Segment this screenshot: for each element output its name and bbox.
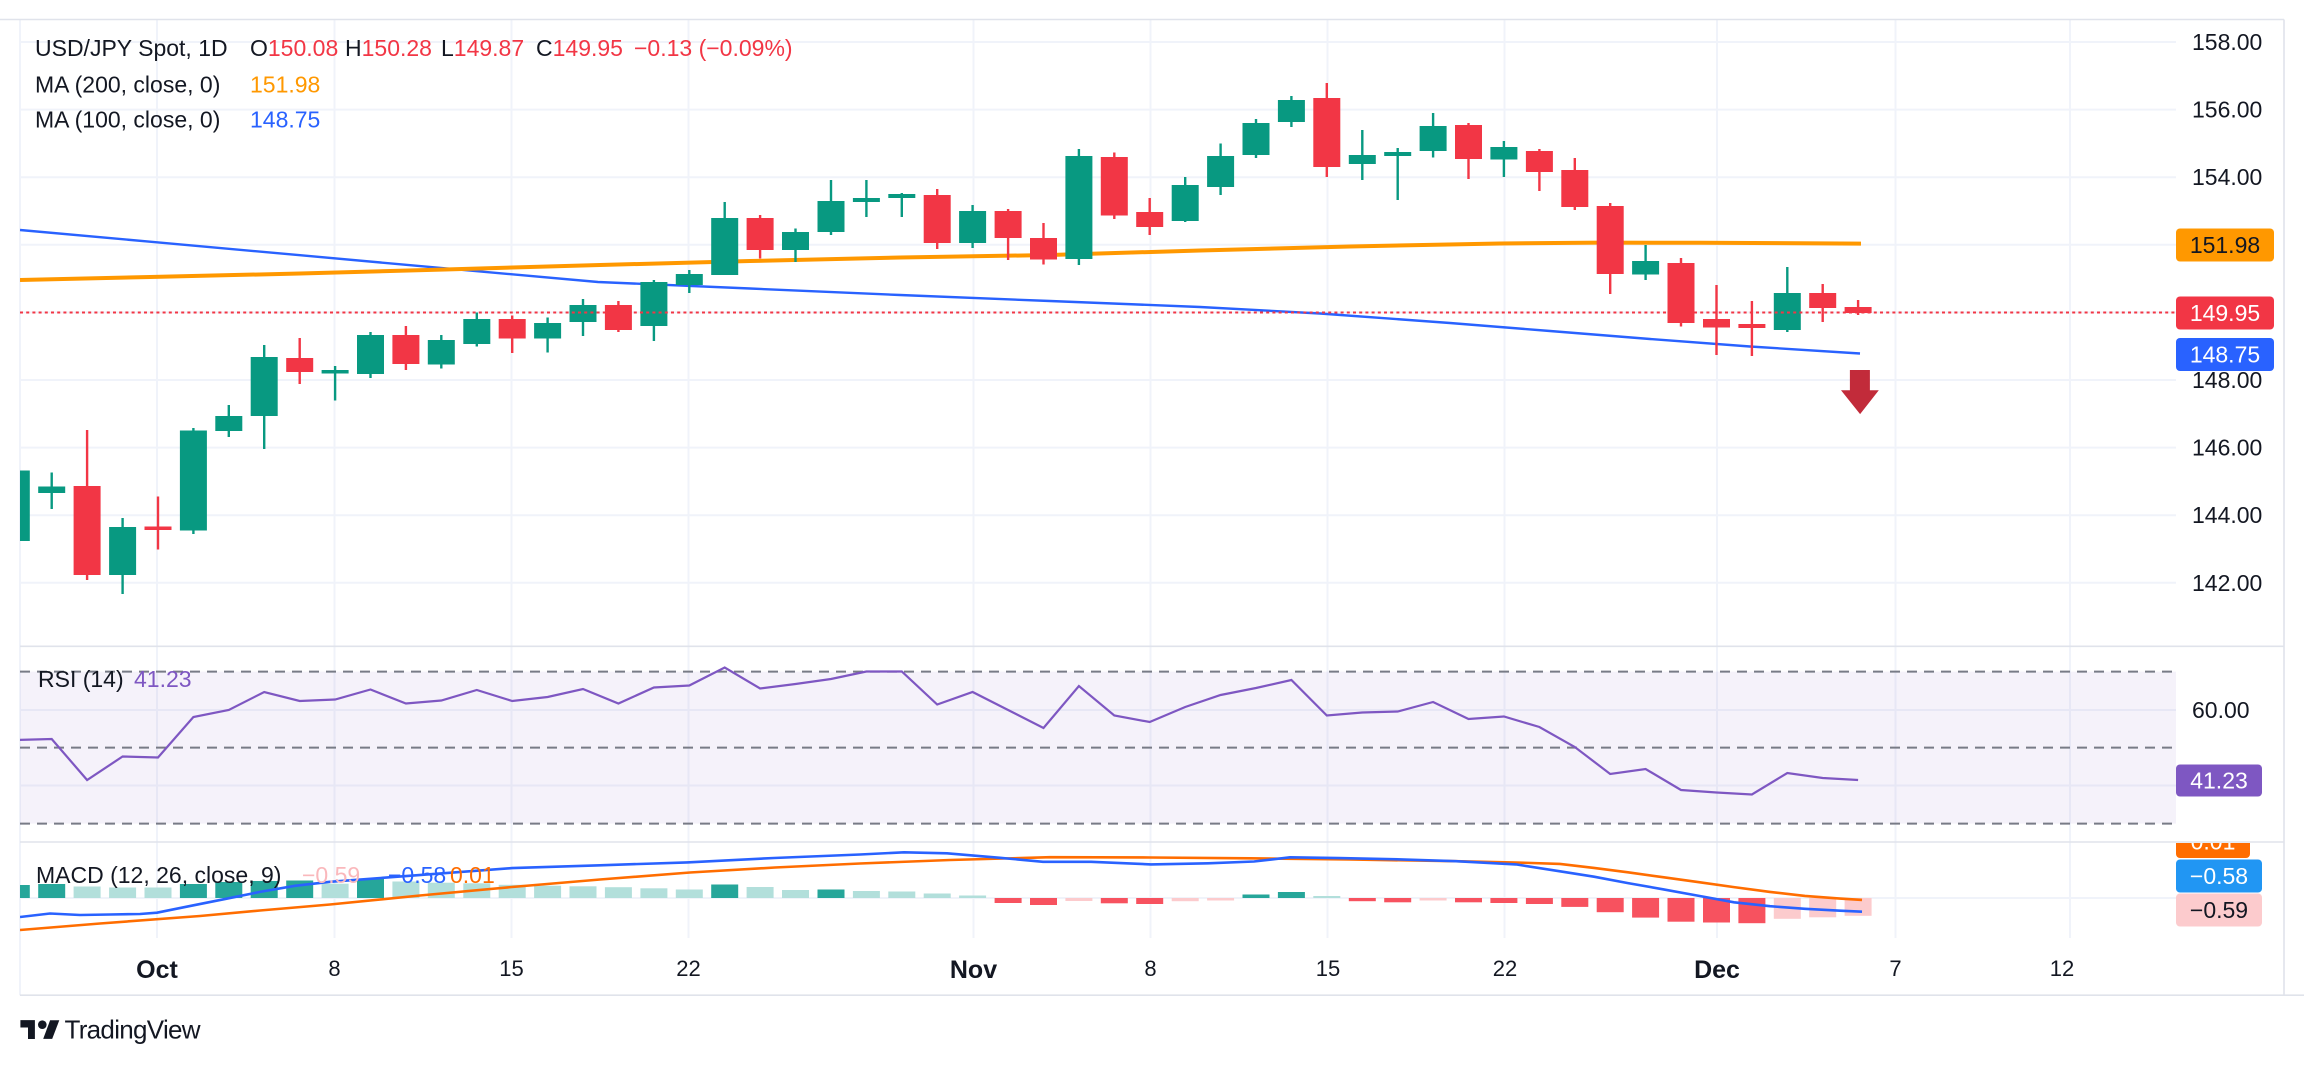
svg-text:22: 22	[1493, 956, 1517, 981]
svg-text:41.23: 41.23	[2190, 768, 2248, 794]
svg-text:158.00: 158.00	[2192, 29, 2262, 55]
svg-text:15: 15	[499, 956, 523, 981]
svg-text:MACD (12, 26, close, 9): MACD (12, 26, close, 9)	[36, 862, 281, 888]
svg-text:−0.59: −0.59	[302, 862, 360, 888]
svg-text:41.23: 41.23	[134, 666, 192, 692]
svg-text:MA (100, close, 0): MA (100, close, 0)	[35, 107, 220, 133]
svg-text:7: 7	[1889, 956, 1901, 981]
svg-text:−0.58: −0.58	[2190, 863, 2248, 889]
svg-text:151.98: 151.98	[250, 72, 320, 98]
svg-text:151.98: 151.98	[2190, 232, 2260, 258]
svg-text:15: 15	[1316, 956, 1340, 981]
svg-text:H150.28: H150.28	[345, 35, 432, 61]
svg-text:149.95: 149.95	[2190, 300, 2260, 326]
svg-text:12: 12	[2050, 956, 2074, 981]
svg-text:154.00: 154.00	[2192, 164, 2262, 190]
svg-text:0.01: 0.01	[450, 862, 495, 888]
svg-text:−0.58: −0.58	[388, 862, 446, 888]
svg-text:O150.08: O150.08	[250, 35, 338, 61]
svg-text:RSI (14): RSI (14)	[38, 666, 124, 692]
svg-text:L149.87: L149.87	[441, 35, 524, 61]
svg-text:−0.59: −0.59	[2190, 897, 2248, 923]
svg-text:60.00: 60.00	[2192, 697, 2250, 723]
svg-text:Oct: Oct	[136, 956, 178, 984]
svg-text:22: 22	[676, 956, 700, 981]
svg-text:144.00: 144.00	[2192, 502, 2262, 528]
svg-text:148.75: 148.75	[250, 107, 320, 133]
svg-text:146.00: 146.00	[2192, 435, 2262, 461]
svg-text:142.00: 142.00	[2192, 570, 2262, 596]
svg-text:USD/JPY Spot, 1D: USD/JPY Spot, 1D	[35, 35, 228, 61]
svg-text:Nov: Nov	[950, 956, 997, 984]
svg-text:Dec: Dec	[1694, 956, 1740, 984]
svg-text:0.01: 0.01	[2191, 829, 2236, 855]
svg-text:156.00: 156.00	[2192, 97, 2262, 123]
svg-text:TradingView: TradingView	[65, 1015, 201, 1045]
svg-text:MA (200, close, 0): MA (200, close, 0)	[35, 72, 220, 98]
svg-text:8: 8	[328, 956, 340, 981]
svg-text:C149.95: C149.95	[536, 35, 623, 61]
svg-text:148.75: 148.75	[2190, 342, 2260, 368]
svg-text:8: 8	[1144, 956, 1156, 981]
svg-text:−0.13 (−0.09%): −0.13 (−0.09%)	[634, 35, 793, 61]
svg-text:148.00: 148.00	[2192, 367, 2262, 393]
